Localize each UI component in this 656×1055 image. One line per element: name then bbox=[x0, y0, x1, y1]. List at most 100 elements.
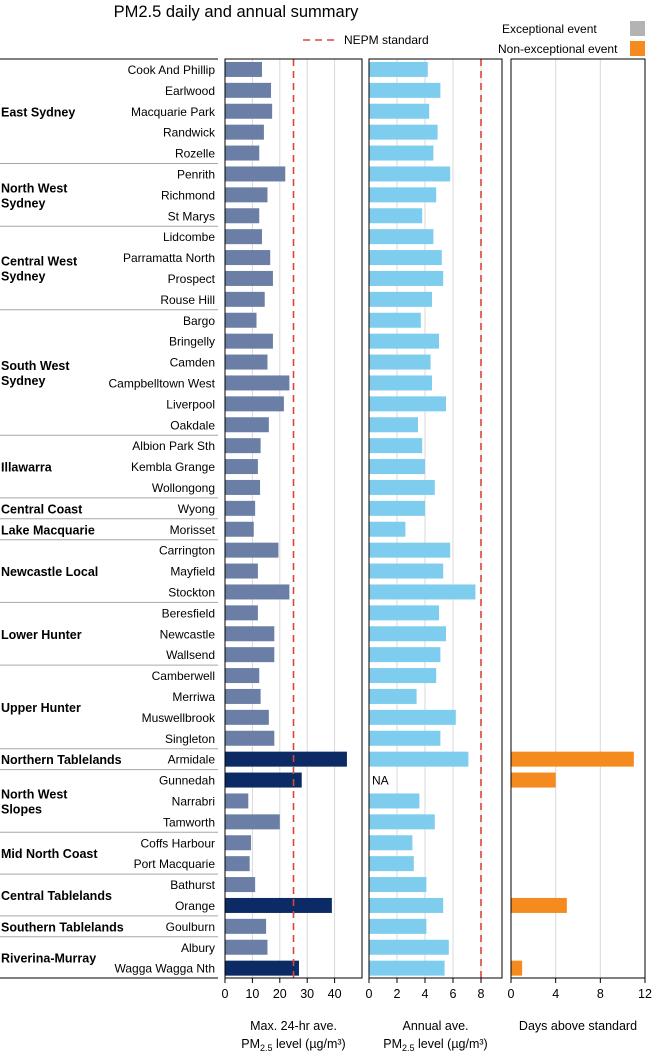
annual-bar bbox=[369, 730, 441, 746]
station-label: Stockton bbox=[168, 585, 215, 599]
station-label: Gunnedah bbox=[159, 774, 215, 788]
annual-panel-frame bbox=[368, 58, 503, 979]
region-label: Illawarra bbox=[1, 461, 53, 475]
station-label: Armidale bbox=[168, 753, 216, 767]
region-label: Northern Tablelands bbox=[1, 753, 122, 767]
days-bar bbox=[511, 751, 634, 767]
daily-bar bbox=[225, 479, 261, 495]
station-label: Earlwood bbox=[165, 84, 215, 98]
station-label: Bathurst bbox=[170, 878, 215, 892]
region-label: Riverina-Murray bbox=[1, 952, 96, 966]
daily-bar bbox=[225, 417, 269, 433]
annual-bar bbox=[369, 124, 438, 140]
daily-bar bbox=[225, 584, 290, 600]
daily-bar bbox=[225, 709, 269, 725]
station-label: Coffs Harbour bbox=[141, 836, 215, 850]
annual-bar bbox=[369, 479, 435, 495]
station-label: Wallsend bbox=[166, 648, 215, 662]
annual-axis-title: Annual ave. bbox=[402, 1019, 468, 1033]
station-label: Cook And Phillip bbox=[128, 63, 216, 77]
annual-bar bbox=[369, 939, 449, 955]
annual-bar bbox=[369, 897, 444, 913]
annual-bar bbox=[369, 918, 427, 934]
station-label: Orange bbox=[175, 899, 215, 913]
region-label: Sydney bbox=[1, 374, 46, 388]
days-tick-label: 12 bbox=[638, 987, 652, 1001]
annual-tick-label: 0 bbox=[366, 987, 373, 1001]
annual-bar bbox=[369, 396, 446, 412]
station-label: Carrington bbox=[159, 544, 215, 558]
annual-bar bbox=[369, 688, 417, 704]
annual-bar bbox=[369, 354, 431, 370]
region-label: Central Coast bbox=[1, 502, 83, 516]
daily-panel-frame bbox=[224, 58, 363, 979]
daily-bar bbox=[225, 229, 262, 245]
region-label: North West bbox=[1, 181, 68, 195]
station-label: Lidcombe bbox=[163, 230, 215, 244]
station-label: Port Macquarie bbox=[134, 857, 216, 871]
annual-bar bbox=[369, 145, 434, 161]
daily-bar bbox=[225, 647, 275, 663]
chart-title: PM2.5 daily and annual summary bbox=[114, 3, 360, 21]
annual-bar bbox=[369, 584, 476, 600]
station-label: Wyong bbox=[178, 502, 215, 516]
annual-bar bbox=[369, 333, 439, 349]
annual-bar bbox=[369, 208, 423, 224]
station-label: Oakdale bbox=[170, 418, 215, 432]
days-bar bbox=[511, 897, 567, 913]
annual-bar bbox=[369, 312, 421, 328]
region-label: North West bbox=[1, 787, 68, 801]
station-label: Rouse Hill bbox=[160, 293, 215, 307]
annual-bar bbox=[369, 605, 439, 621]
annual-axis-unit-label: PM2.5 level (µg/m³) bbox=[383, 1037, 487, 1053]
region-label: Newcastle Local bbox=[1, 565, 98, 579]
annual-bar bbox=[369, 647, 441, 663]
legend: NEPM standard Exceptional event Non-exce… bbox=[303, 21, 645, 56]
daily-bar bbox=[225, 521, 254, 537]
region-label: Upper Hunter bbox=[1, 701, 81, 715]
daily-bar bbox=[225, 626, 275, 642]
station-label: Albion Park Sth bbox=[132, 439, 215, 453]
annual-bar bbox=[369, 291, 432, 307]
daily-bar bbox=[225, 814, 280, 830]
annual-bar bbox=[369, 668, 437, 684]
days-axis-title: Days above standard bbox=[519, 1019, 637, 1033]
daily-bar bbox=[225, 793, 249, 809]
station-label: Rozelle bbox=[175, 147, 215, 161]
station-label: Liverpool bbox=[166, 397, 215, 411]
daily-bar bbox=[225, 897, 332, 913]
region-label: Central West bbox=[1, 255, 78, 269]
region-label: South West bbox=[1, 359, 70, 373]
daily-bar bbox=[225, 459, 258, 475]
annual-tick-label: 8 bbox=[478, 987, 485, 1001]
daily-bar bbox=[225, 166, 286, 182]
annual-bar bbox=[369, 166, 451, 182]
region-label: Slopes bbox=[1, 802, 42, 816]
annual-bar bbox=[369, 709, 456, 725]
daily-bar bbox=[225, 354, 268, 370]
region-label: Sydney bbox=[1, 270, 46, 284]
region-label: Mid North Coast bbox=[1, 847, 98, 861]
grid-layer bbox=[251, 59, 646, 978]
annual-bar bbox=[369, 459, 425, 475]
daily-bar bbox=[225, 688, 261, 704]
region-label: Lower Hunter bbox=[1, 628, 82, 642]
daily-bar bbox=[225, 438, 261, 454]
annual-bar bbox=[369, 856, 414, 872]
station-label: Beresfield bbox=[162, 606, 215, 620]
annual-tick-label: 2 bbox=[394, 987, 401, 1001]
annual-bar bbox=[369, 814, 435, 830]
annual-bar bbox=[369, 417, 418, 433]
daily-tick-label: 20 bbox=[273, 987, 287, 1001]
daily-bar bbox=[225, 187, 268, 203]
station-label: Macquarie Park bbox=[131, 105, 216, 119]
daily-bar bbox=[225, 396, 284, 412]
annual-bar bbox=[369, 521, 406, 537]
daily-bar bbox=[225, 291, 265, 307]
station-label: Parramatta North bbox=[123, 251, 215, 265]
daily-bar bbox=[225, 960, 299, 976]
station-label: Morisset bbox=[170, 523, 216, 537]
annual-bar bbox=[369, 229, 434, 245]
daily-bar bbox=[225, 877, 256, 893]
